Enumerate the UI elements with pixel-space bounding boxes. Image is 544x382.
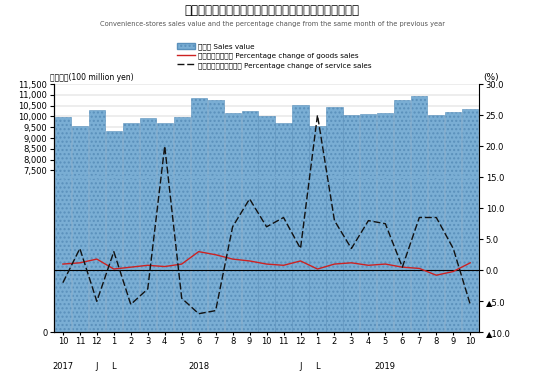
Text: 2019: 2019 — [375, 362, 396, 371]
Bar — [326, 107, 343, 332]
Text: Convenience-stores sales value and the percentage change from the same month of : Convenience-stores sales value and the p… — [100, 21, 444, 27]
Bar — [157, 123, 173, 332]
Bar — [293, 105, 308, 332]
Bar — [411, 96, 428, 332]
Bar — [378, 113, 393, 332]
Bar — [89, 110, 105, 332]
Bar — [72, 126, 88, 332]
Bar — [55, 117, 71, 332]
Bar — [428, 115, 444, 332]
Text: 2017: 2017 — [52, 362, 73, 371]
Text: 2018: 2018 — [188, 362, 209, 371]
Bar — [310, 126, 325, 332]
Text: コンビニエンスストア販売額・前年同月比増減率の推移: コンビニエンスストア販売額・前年同月比増減率の推移 — [184, 4, 360, 17]
Bar — [275, 123, 292, 332]
Legend: 販売額 Sales value, 商品販売額増減率 Percentage change of goods sales, サービス売上高増減率 Percentag: 販売額 Sales value, 商品販売額増減率 Percentage cha… — [177, 43, 372, 69]
Bar — [343, 115, 360, 332]
Bar — [462, 109, 478, 332]
Bar — [208, 100, 224, 332]
Bar — [140, 118, 156, 332]
Bar — [360, 115, 376, 332]
Text: (%): (%) — [483, 73, 499, 81]
Text: L: L — [315, 362, 320, 371]
Bar — [445, 112, 461, 332]
Bar — [394, 100, 410, 332]
Bar — [174, 117, 190, 332]
Text: J: J — [96, 362, 98, 371]
Bar — [106, 131, 122, 332]
Text: L: L — [112, 362, 116, 371]
Text: J: J — [299, 362, 302, 371]
Text: （億円）(100 million yen): （億円）(100 million yen) — [50, 73, 134, 81]
Bar — [225, 113, 240, 332]
Bar — [242, 112, 258, 332]
Bar — [123, 123, 139, 332]
Bar — [190, 98, 207, 332]
Bar — [258, 116, 275, 332]
